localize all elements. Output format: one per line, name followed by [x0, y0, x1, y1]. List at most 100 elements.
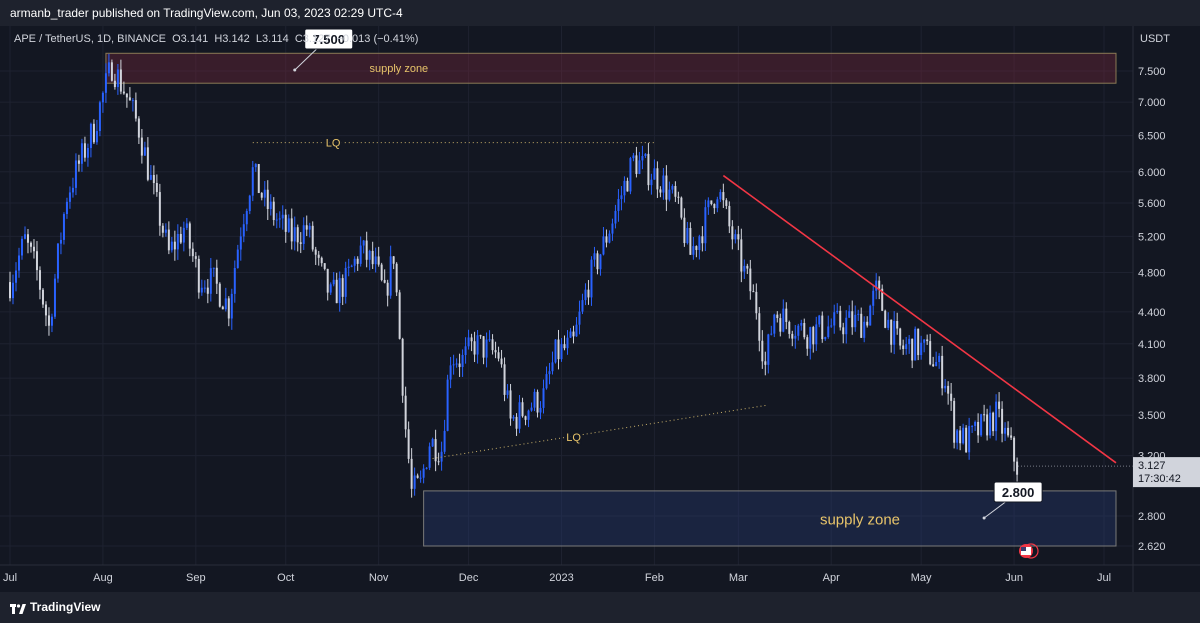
candle-body: [194, 256, 197, 259]
candle-body: [728, 205, 731, 227]
candle-body: [872, 290, 875, 306]
candle-body: [929, 341, 932, 365]
candle-body: [293, 227, 296, 242]
candle-body: [926, 339, 929, 342]
candle-body: [83, 143, 86, 158]
candle-body: [239, 236, 242, 250]
candle-body: [227, 298, 230, 319]
candle-body: [548, 371, 551, 375]
candle-body: [443, 430, 446, 452]
candle-body: [974, 421, 977, 426]
candle-body: [68, 192, 71, 202]
candle-body: [737, 234, 740, 240]
candle-body: [815, 324, 818, 345]
candle-body: [842, 327, 845, 335]
candle-body: [464, 346, 467, 355]
callout: 2.800: [982, 481, 1043, 520]
candle-body: [377, 256, 380, 265]
candle-body: [467, 337, 470, 347]
candle-body: [995, 401, 998, 432]
candle-body: [287, 218, 290, 232]
candle-body: [263, 189, 266, 198]
candle-body: [836, 310, 839, 313]
candle-body: [701, 236, 704, 244]
candle-body: [125, 93, 128, 98]
lq-high-label: LQ: [326, 138, 341, 150]
candle-body: [317, 254, 320, 258]
candle-body: [587, 289, 590, 298]
candle-body: [893, 321, 896, 345]
candle-body: [629, 158, 632, 192]
candle-body: [938, 355, 941, 363]
candle-body: [884, 310, 887, 328]
tradingview-logo[interactable]: TradingView: [10, 600, 100, 614]
candle-body: [554, 339, 557, 363]
candle-body: [407, 429, 410, 459]
candle-body: [329, 284, 332, 293]
candle-body: [563, 344, 566, 349]
time-tick-label: Aug: [93, 572, 113, 584]
candle-body: [203, 287, 206, 289]
candle-body: [458, 363, 461, 368]
candle-body: [722, 192, 725, 201]
candle-body: [341, 278, 344, 297]
candle-body: [344, 267, 347, 297]
candle-body: [158, 192, 161, 226]
candle-body: [29, 242, 32, 247]
candle-body: [542, 388, 545, 408]
event-flag-canton: [1021, 547, 1026, 551]
candle-body: [77, 160, 80, 164]
candle-body: [311, 225, 314, 250]
candle-body: [479, 335, 482, 337]
candle-body: [821, 315, 824, 340]
upper-supply-zone: [105, 52, 1117, 84]
candle-body: [917, 328, 920, 356]
candle-body: [374, 256, 377, 265]
candle-body: [404, 395, 407, 430]
candle-body: [362, 240, 365, 246]
candle-body: [785, 308, 788, 322]
candle-body: [107, 62, 110, 74]
candle-body: [482, 336, 485, 358]
candle-body: [626, 180, 629, 192]
candle-body: [857, 313, 860, 315]
time-tick-label: Dec: [459, 572, 479, 584]
candle-body: [296, 227, 299, 243]
time-tick-label: Mar: [729, 572, 748, 584]
candle-body: [446, 379, 449, 431]
candle-body: [551, 362, 554, 372]
candle-body: [593, 253, 596, 260]
candle-body: [356, 258, 359, 264]
candle-body: [164, 229, 167, 233]
time-tick-label: Feb: [645, 572, 664, 584]
candle-body: [704, 207, 707, 244]
candle-body: [665, 175, 668, 200]
candle-body: [62, 214, 65, 240]
candle-body: [95, 131, 98, 143]
candle-body: [896, 321, 899, 329]
candle-body: [992, 412, 995, 432]
candle-body: [812, 327, 815, 345]
candle-body: [335, 279, 338, 304]
price-tick-label: 7.500: [1138, 66, 1166, 78]
candle-body: [290, 218, 293, 242]
candle-body: [851, 311, 854, 328]
candle-body: [491, 339, 494, 351]
candle-body: [779, 318, 782, 332]
candle-body: [611, 223, 614, 234]
price-chart[interactable]: supply zone supply zone LQ LQ 7.500 2.800 7.…: [0, 26, 1200, 592]
candle-body: [725, 200, 728, 206]
price-axis[interactable]: 7.500 7.000 6.500 6.000 5.600 5.200 4.800 4.400…: [1133, 33, 1200, 553]
candle-body: [953, 400, 956, 443]
candle-body: [620, 195, 623, 200]
candle-body: [251, 167, 254, 196]
candle-body: [146, 147, 149, 180]
time-axis[interactable]: Jul Aug Sep Oct Nov Dec 2023 Feb Mar Apr May Jun Jul: [3, 572, 1111, 584]
candle-body: [578, 311, 581, 325]
candle-body: [932, 364, 935, 367]
grid-lines: [0, 26, 1133, 565]
candle-body: [902, 345, 905, 350]
candle-body: [161, 225, 164, 233]
candle-body: [539, 407, 542, 413]
candle-body: [509, 390, 512, 419]
